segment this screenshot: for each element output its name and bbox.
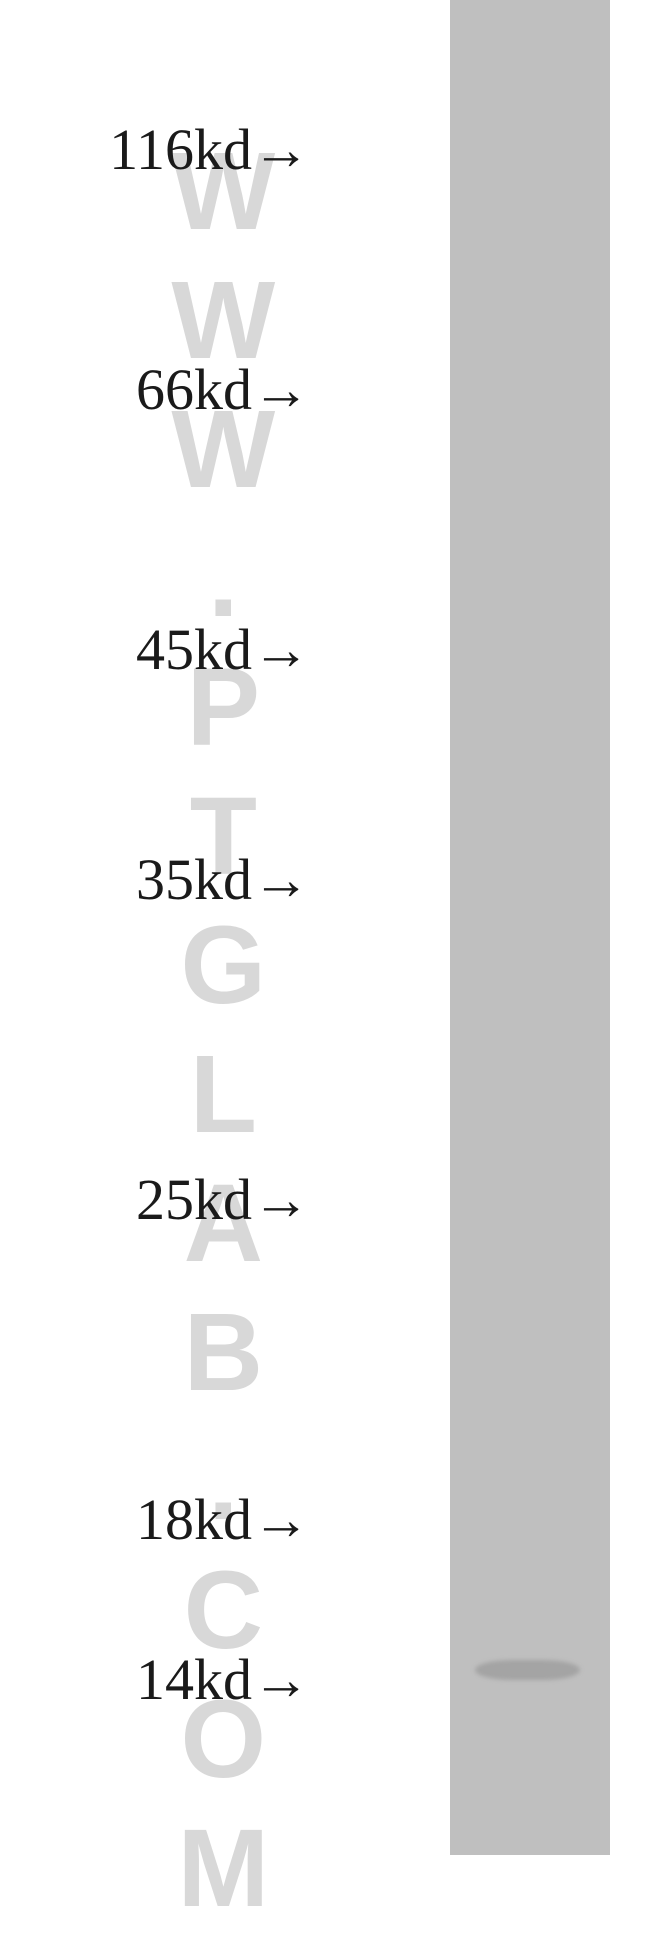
blot-lane <box>450 0 610 1855</box>
marker-label: 14kd→ <box>136 1651 310 1709</box>
marker-label: 25kd→ <box>136 1171 310 1229</box>
marker-label: 45kd→ <box>136 621 310 679</box>
marker-label: 116kd→ <box>109 121 310 179</box>
blot-band <box>475 1660 580 1680</box>
marker-label: 66kd→ <box>136 361 310 419</box>
marker-label: 18kd→ <box>136 1491 310 1549</box>
marker-label: 35kd→ <box>136 851 310 909</box>
